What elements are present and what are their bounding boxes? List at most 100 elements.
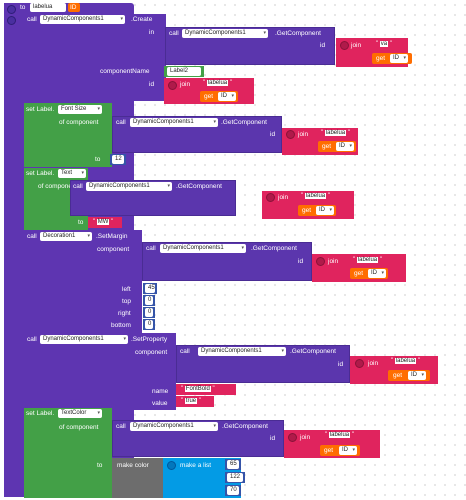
join-label: join xyxy=(278,194,289,201)
number-field[interactable]: 65 xyxy=(227,460,239,469)
gear-icon[interactable] xyxy=(7,16,16,25)
call-label: call xyxy=(169,30,179,37)
text-string[interactable]: " labelua " xyxy=(322,431,372,440)
component-dropdown[interactable]: Decoration1 ▾ xyxy=(40,232,92,241)
method-label: .SetProperty xyxy=(131,336,168,343)
variable-dropdown[interactable]: ID ▾ xyxy=(218,92,236,101)
of-component-label: of component xyxy=(59,424,99,431)
component-name-field[interactable]: Label2 xyxy=(167,67,201,76)
in-label: in xyxy=(149,29,155,36)
right-label: right xyxy=(118,310,131,317)
gear-icon[interactable] xyxy=(286,130,295,139)
gear-icon[interactable] xyxy=(167,461,176,470)
method-label: .GetComponent xyxy=(222,423,268,430)
text-string[interactable]: " va " xyxy=(373,40,403,49)
text-string[interactable]: " labelua " xyxy=(318,129,356,138)
id-label: id xyxy=(270,131,276,138)
get-label: get xyxy=(354,270,364,277)
variable-dropdown[interactable]: ID ▾ xyxy=(368,269,386,278)
gear-icon[interactable] xyxy=(288,433,297,442)
param-label: ID xyxy=(70,4,77,11)
number-field[interactable]: 122 xyxy=(227,473,243,482)
make-color-block[interactable] xyxy=(112,458,168,498)
gear-icon[interactable] xyxy=(168,81,177,90)
method-label: .Create xyxy=(131,16,153,23)
component-label: component xyxy=(135,349,168,356)
variable-dropdown[interactable]: ID ▾ xyxy=(339,446,357,455)
call-label: call xyxy=(180,348,190,355)
join-label: join xyxy=(300,434,311,441)
component-dropdown[interactable]: DynamicComponents1 ▾ xyxy=(130,118,218,127)
method-label: .GetComponent xyxy=(251,245,297,252)
gear-icon[interactable] xyxy=(266,193,275,202)
text-string[interactable]: " labelua " xyxy=(200,79,250,88)
id-label: id xyxy=(298,258,304,265)
gear-icon[interactable] xyxy=(7,5,16,14)
method-label: .GetComponent xyxy=(290,348,336,355)
procedure-to-label: to xyxy=(20,4,26,11)
get-label: get xyxy=(322,143,332,150)
get-label: get xyxy=(324,447,334,454)
number-field[interactable]: 0 xyxy=(145,296,153,305)
gear-icon[interactable] xyxy=(355,359,364,368)
variable-dropdown[interactable]: ID ▾ xyxy=(408,371,426,380)
top-label: top xyxy=(122,298,132,305)
of-component-label: of component xyxy=(59,119,99,126)
text-string[interactable]: " MW " xyxy=(90,218,120,227)
make-color-label: make color xyxy=(117,462,149,469)
text-string[interactable]: " labelua " xyxy=(350,256,400,265)
setmargin-call-block[interactable] xyxy=(24,230,142,333)
call-label: call xyxy=(27,336,37,343)
gear-icon[interactable] xyxy=(340,41,349,50)
procedure-name[interactable]: labelua xyxy=(30,3,66,12)
join-label: join xyxy=(351,42,362,49)
method-label: .SetMargin xyxy=(96,233,128,240)
call-label: call xyxy=(27,16,37,23)
get-label: get xyxy=(393,372,403,379)
value-label: value xyxy=(152,400,168,407)
component-dropdown[interactable]: DynamicComponents1 ▾ xyxy=(198,347,286,356)
component-dropdown[interactable]: DynamicComponents1 ▾ xyxy=(86,182,172,191)
text-string[interactable]: " true " xyxy=(178,397,212,406)
component-label: component xyxy=(97,246,130,253)
component-dropdown[interactable]: DynamicComponents1 ▾ xyxy=(130,422,218,431)
component-dropdown[interactable]: DynamicComponents1 ▾ xyxy=(40,335,128,344)
property-dropdown[interactable]: Font Size ▾ xyxy=(58,105,102,114)
number-field[interactable]: 45 xyxy=(145,284,155,293)
to-label: to xyxy=(97,462,103,469)
property-dropdown[interactable]: Text ▾ xyxy=(58,169,86,178)
id-label: id xyxy=(320,42,326,49)
get-label: get xyxy=(376,55,386,62)
id-label: id xyxy=(250,195,256,202)
variable-dropdown[interactable]: ID ▾ xyxy=(336,142,354,151)
gear-icon[interactable] xyxy=(316,257,325,266)
set-textcolor-block[interactable] xyxy=(24,408,112,498)
join-label: join xyxy=(328,258,339,265)
create-call-block[interactable] xyxy=(24,14,166,101)
componentname-label: componentName xyxy=(100,68,150,75)
component-dropdown[interactable]: DynamicComponents1 ▾ xyxy=(160,244,246,253)
component-dropdown[interactable]: DynamicComponents1 ▾ xyxy=(40,15,125,24)
component-dropdown[interactable]: DynamicComponents1 ▾ xyxy=(182,29,268,38)
text-string[interactable]: " labelua " xyxy=(388,357,434,366)
number-field[interactable]: 70 xyxy=(227,486,239,495)
call-label: call xyxy=(73,183,83,190)
id-label: id xyxy=(338,361,344,368)
name-label: name xyxy=(152,388,169,395)
setproperty-call-block[interactable] xyxy=(24,333,176,410)
property-dropdown[interactable]: TextColor ▾ xyxy=(58,409,102,418)
bottom-label: bottom xyxy=(111,322,131,329)
number-field[interactable]: 0 xyxy=(145,308,153,317)
variable-dropdown[interactable]: ID ▾ xyxy=(390,54,408,63)
text-string[interactable]: " FontBold " xyxy=(178,385,234,394)
id-label: id xyxy=(270,435,276,442)
procedure-param[interactable] xyxy=(68,3,80,12)
to-label: to xyxy=(95,156,101,163)
set-label: set Label. xyxy=(26,170,55,177)
join-label: join xyxy=(368,360,379,367)
number-field[interactable]: 12 xyxy=(112,155,124,164)
number-field[interactable]: 0 xyxy=(145,320,153,329)
variable-dropdown[interactable]: ID ▾ xyxy=(316,206,334,215)
set-label: set Label. xyxy=(26,410,55,417)
text-string[interactable]: " labelua " xyxy=(298,192,348,201)
